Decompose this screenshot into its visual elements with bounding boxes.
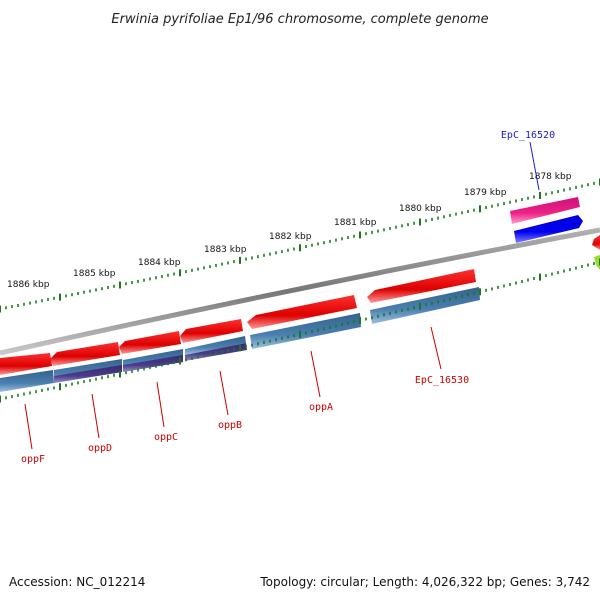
kbp-label-1881: 1881 kbp — [334, 218, 377, 228]
bar-oppD-purple — [54, 365, 122, 383]
kbp-label-1885: 1885 kbp — [73, 269, 116, 279]
bar-EpC_16530-blue — [370, 287, 480, 324]
leader-oppA — [310, 350, 321, 398]
bar-oppF-blue — [0, 370, 54, 392]
gene-labels: EpC_16520 EpC_16530 oppA oppB oppC oppD … — [21, 130, 555, 465]
leader-oppC — [156, 381, 165, 428]
kbp-label-1886: 1886 kbp — [7, 280, 50, 290]
kbp-label-1879: 1879 kbp — [464, 188, 507, 198]
genome-backbone — [0, 227, 600, 356]
bar-oppC-purple — [123, 355, 183, 372]
forward-strand-features — [510, 197, 600, 270]
gene-label-oppD[interactable]: oppD — [88, 443, 112, 454]
gene-EpC_16530-red[interactable] — [367, 269, 476, 303]
gene-oppB-red[interactable] — [180, 319, 243, 343]
gene-oppC-red[interactable] — [119, 331, 181, 354]
bar-oppA-blue — [250, 313, 361, 349]
leader-EpC_16520 — [529, 141, 540, 191]
gene-leader-lines — [24, 141, 540, 450]
accession-text: Accession: NC_012214 — [9, 575, 145, 589]
gene-edge-green[interactable] — [594, 255, 600, 270]
gene-label-oppB[interactable]: oppB — [218, 420, 242, 431]
outer-scale-ring — [0, 178, 600, 313]
gene-oppF-red[interactable] — [0, 353, 52, 375]
kbp-label-1883: 1883 kbp — [204, 245, 247, 255]
bar-oppB-blue — [185, 336, 246, 355]
leader-EpC_16530 — [430, 326, 442, 370]
leader-oppB — [219, 370, 229, 416]
gene-label-EpC_16530[interactable]: EpC_16530 — [415, 375, 469, 386]
leader-oppD — [91, 393, 100, 439]
gene-oppD-red[interactable] — [50, 342, 120, 366]
kbp-labels: 1878 kbp 1879 kbp 1880 kbp 1881 kbp 1882… — [7, 172, 572, 290]
inner-scale-ring — [0, 258, 600, 403]
map-title: Erwinia pyrifoliae Ep1/96 chromosome, co… — [111, 12, 488, 27]
gene-label-EpC_16520[interactable]: EpC_16520 — [501, 130, 555, 141]
gene-oppA-red[interactable] — [247, 295, 357, 329]
gene-forward-blue[interactable] — [514, 215, 583, 243]
leader-oppF — [24, 403, 33, 450]
kbp-label-1880: 1880 kbp — [399, 204, 442, 214]
kbp-label-1878: 1878 kbp — [529, 172, 572, 182]
gene-label-oppF[interactable]: oppF — [21, 454, 45, 465]
gene-label-oppA[interactable]: oppA — [309, 402, 333, 413]
feature-bars — [0, 287, 480, 392]
reverse-strand-genes — [0, 269, 476, 375]
gene-edge-red[interactable] — [592, 235, 600, 250]
gene-EpC_16520-magenta[interactable] — [510, 197, 580, 224]
gene-label-oppC[interactable]: oppC — [154, 432, 178, 443]
kbp-label-1882: 1882 kbp — [269, 232, 312, 242]
kbp-label-1884: 1884 kbp — [138, 258, 181, 268]
genome-summary-text: Topology: circular; Length: 4,026,322 bp… — [259, 575, 590, 589]
